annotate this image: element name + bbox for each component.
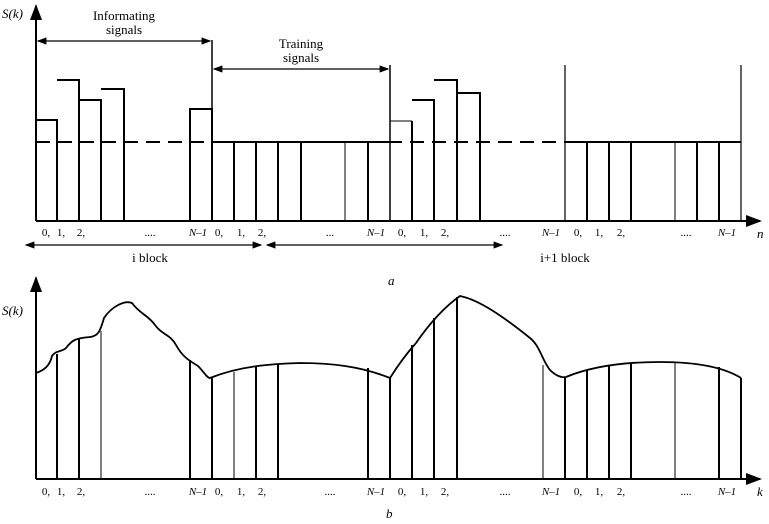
tick-label: 2,	[258, 486, 267, 498]
tick-label: ....	[145, 227, 156, 239]
tick-label: ...	[326, 227, 335, 239]
tick-labels-b: 0, 1, 2,.... N–1 0, 1, 2,.... N–1 0, 1, 2,.... N–1 0…	[42, 486, 736, 498]
block-i-label: i block	[132, 250, 168, 265]
x-label-b: k	[757, 484, 763, 499]
tick-labels-a: 0, 1, 2,.... N–1 0, 1, 2,... N–1 0, 1, 2,.... N–1 0,…	[42, 227, 736, 239]
info-bars-block-i	[36, 79, 213, 221]
tick-label: N–1	[717, 227, 736, 239]
tick-label: N–1	[541, 227, 560, 239]
panel-b	[30, 276, 762, 485]
tick-label: N–1	[366, 227, 385, 239]
tick-label: ....	[500, 227, 511, 239]
tick-label: N–1	[717, 486, 736, 498]
tick-label: 2,	[617, 227, 626, 239]
tick-label: 0,	[215, 486, 224, 498]
tick-label: 0,	[215, 227, 224, 239]
tick-label: N–1	[188, 227, 207, 239]
tick-label: N–1	[188, 486, 207, 498]
tick-label: 1,	[57, 227, 66, 239]
tick-label: ....	[145, 486, 156, 498]
tick-label: 2,	[441, 227, 450, 239]
tick-label: 1,	[420, 486, 429, 498]
info-bars-block-i1	[411, 79, 741, 221]
training-bars-block-i	[212, 141, 390, 221]
tick-label: 2,	[77, 227, 86, 239]
training-label: signals	[283, 50, 319, 65]
tick-label: N–1	[541, 486, 560, 498]
tick-label: 1,	[57, 486, 66, 498]
tick-label: 0,	[398, 486, 407, 498]
tick-label: 0,	[398, 227, 407, 239]
training-label: Training	[279, 36, 324, 51]
tick-label: 1,	[595, 227, 604, 239]
tick-label: 2,	[258, 227, 267, 239]
caption-b: b	[386, 506, 393, 521]
block-i1-label: i+1 block	[540, 250, 590, 265]
info-label: signals	[106, 22, 142, 37]
tick-label: 1,	[237, 486, 246, 498]
y-label-b: S(k)	[2, 303, 23, 318]
tick-label: ....	[681, 486, 692, 498]
tick-label: 0,	[574, 227, 583, 239]
y-label-a: S(k)	[2, 6, 23, 21]
tick-label: 1,	[420, 227, 429, 239]
x-label-a: n	[757, 226, 764, 241]
signal-envelope-curve	[35, 295, 742, 380]
caption-a: a	[388, 273, 395, 288]
tick-label: ....	[500, 486, 511, 498]
tick-label: 0,	[42, 486, 51, 498]
tick-label: N–1	[366, 486, 385, 498]
tick-label: 1,	[595, 486, 604, 498]
tick-label: 2,	[441, 486, 450, 498]
tick-label: 2,	[77, 486, 86, 498]
panel-a-labels: S(k) Informating signals Training signal…	[2, 6, 764, 288]
panel-a	[24, 4, 762, 249]
tick-label: ....	[681, 227, 692, 239]
info-label: Informating	[93, 8, 156, 23]
tick-label: 2,	[617, 486, 626, 498]
tick-label: 0,	[42, 227, 51, 239]
tick-label: ....	[325, 486, 336, 498]
tick-label: 0,	[574, 486, 583, 498]
tick-label: 1,	[237, 227, 246, 239]
sample-lines-b	[56, 297, 742, 479]
